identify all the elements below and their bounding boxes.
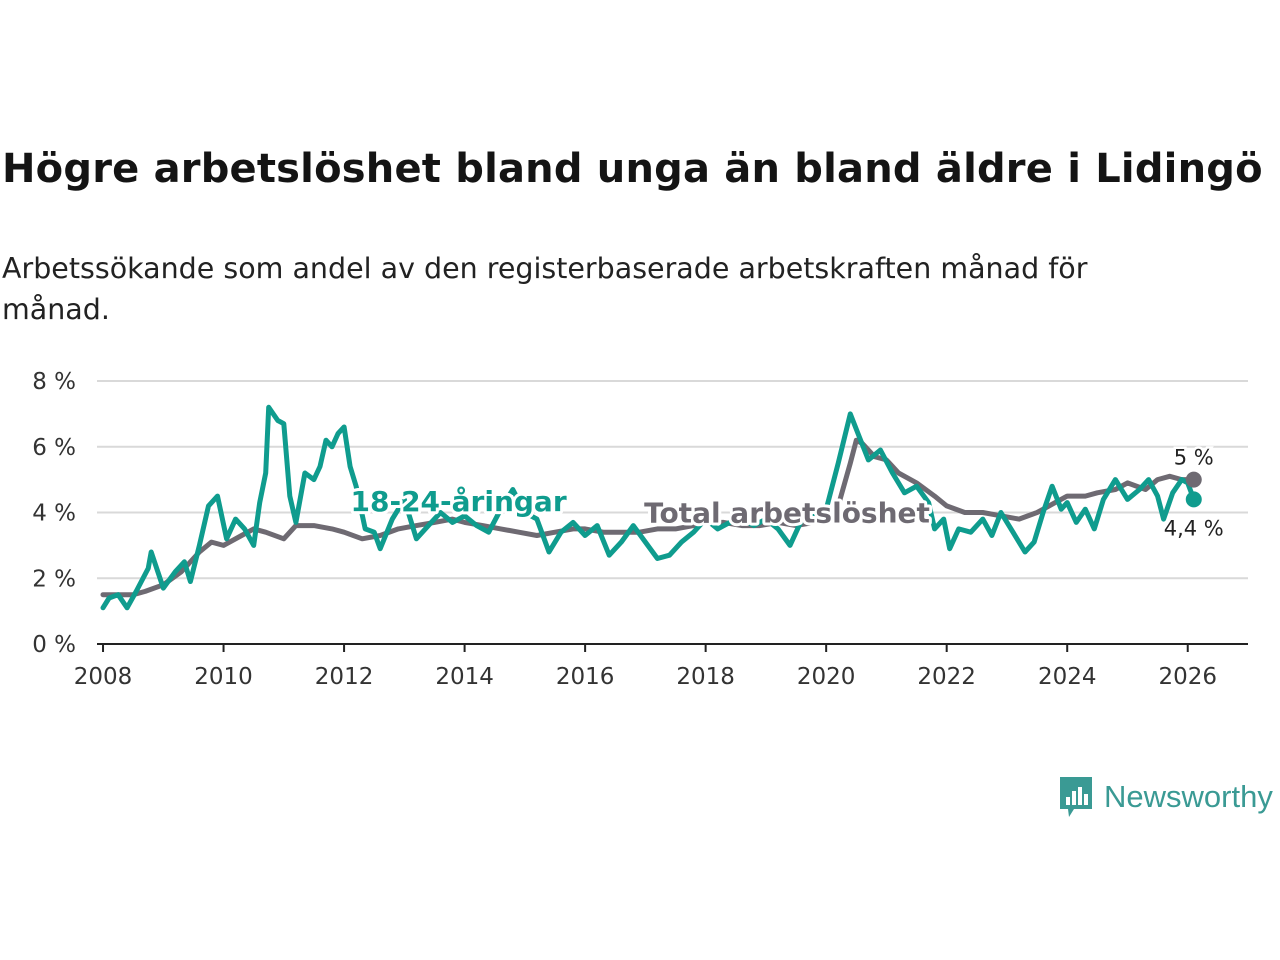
end-marker [1185, 491, 1202, 508]
x-tick-label: 2018 [676, 664, 735, 690]
brand-name: Newsworthy [1104, 779, 1273, 814]
x-tick-label: 2016 [556, 664, 615, 690]
x-axis-ticks: 2008 2010 2012 2014 2016 2018 2020 2022 2024 2026 [74, 644, 1217, 690]
series-lines [100, 404, 1197, 611]
chart-title: Högre arbetslöshet bland unga än bland ä… [2, 146, 1263, 192]
series-line-0 [100, 437, 1197, 598]
end-value-label: 4,4 % [1164, 516, 1224, 540]
y-tick-label: 6 % [32, 435, 76, 461]
end-value-label: 5 % [1174, 446, 1214, 470]
y-axis-ticks: 0 % 2 % 4 % 6 % 8 % [32, 369, 76, 658]
chart-subtitle: Arbetssökande som andel av den registerb… [2, 252, 1088, 326]
end-markers: 5 % 4,4 % [1161, 443, 1226, 543]
y-tick-label: 0 % [32, 632, 76, 658]
x-tick-label: 2024 [1038, 664, 1097, 690]
y-tick-label: 2 % [32, 566, 76, 592]
series-line-1 [100, 404, 1197, 611]
series-label: 18-24-åringar [350, 485, 566, 518]
x-tick-label: 2012 [315, 664, 374, 690]
gridlines [97, 380, 1248, 580]
newsworthy-logo-icon [1060, 777, 1092, 817]
y-tick-label: 8 % [32, 369, 76, 395]
x-tick-label: 2008 [74, 664, 133, 690]
end-marker [1185, 471, 1202, 488]
x-tick-label: 2014 [435, 664, 494, 690]
x-tick-label: 2022 [917, 664, 976, 690]
brand-logo: Newsworthy [1058, 774, 1273, 820]
x-tick-label: 2020 [797, 664, 856, 690]
series-labels: 18-24-åringar Total arbetslöshet [347, 482, 932, 533]
series-label: Total arbetslöshet [644, 497, 930, 530]
x-tick-label: 2026 [1158, 664, 1217, 690]
x-tick-label: 2010 [194, 664, 253, 690]
y-tick-label: 4 % [32, 501, 76, 527]
